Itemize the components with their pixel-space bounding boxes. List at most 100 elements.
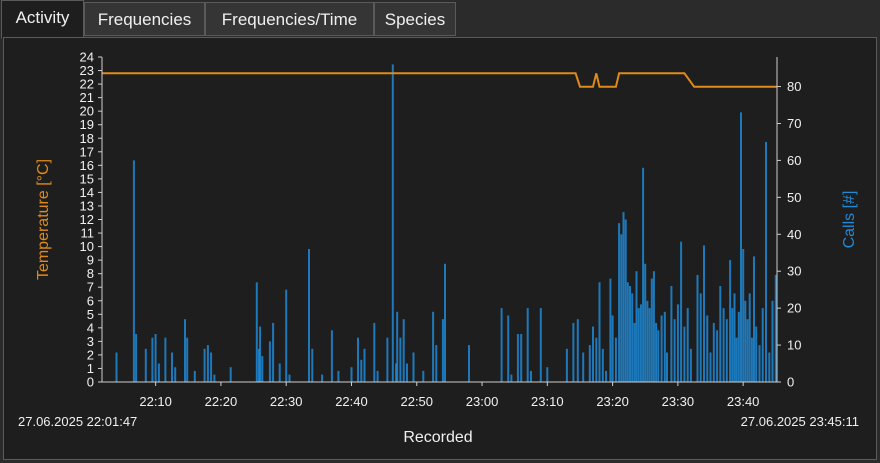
calls-bar xyxy=(595,337,598,382)
calls-bar xyxy=(395,363,398,382)
calls-bar xyxy=(572,322,575,382)
temperature-line xyxy=(102,72,777,88)
calls-bar xyxy=(229,367,232,382)
calls-bar xyxy=(576,319,579,382)
calls-bar xyxy=(633,322,636,382)
calls-bar xyxy=(399,337,402,382)
x-start-label: 27.06.2025 22:01:47 xyxy=(18,414,137,429)
time-tick-label: 22:30 xyxy=(270,394,303,409)
calls-bar xyxy=(154,334,157,382)
calls-bar xyxy=(712,322,715,382)
calls-bar xyxy=(261,356,264,382)
calls-bar xyxy=(753,256,755,382)
calls-bar xyxy=(255,282,258,382)
calls-bar xyxy=(174,367,177,382)
calls-bar xyxy=(660,315,663,382)
calls-bar xyxy=(350,367,353,382)
calls-bar xyxy=(683,326,686,382)
activity-chart: 0123456789101112131415161718192021222324… xyxy=(18,50,859,447)
time-tick-label: 23:40 xyxy=(727,394,760,409)
calls-bar xyxy=(652,271,655,382)
x-axis-label: Recorded xyxy=(403,429,472,446)
calls-bar xyxy=(646,300,649,383)
time-tick-label: 23:00 xyxy=(466,394,499,409)
calls-bar xyxy=(526,308,529,382)
calls-bar xyxy=(206,345,209,382)
temperature-tick-label: 1 xyxy=(87,361,94,376)
calls-bar xyxy=(666,352,668,382)
calls-bar xyxy=(520,334,523,382)
temperature-tick-label: 15 xyxy=(80,171,94,186)
calls-bar xyxy=(670,286,673,382)
time-tick-label: 22:20 xyxy=(205,394,238,409)
calls-bar xyxy=(733,293,736,382)
calls-bar xyxy=(391,64,394,383)
calls-bar xyxy=(761,308,764,382)
temperature-tick-label: 16 xyxy=(80,158,94,173)
calls-bar xyxy=(546,367,549,382)
time-tick-label: 23:20 xyxy=(596,394,629,409)
temperature-tick-label: 6 xyxy=(87,293,94,308)
calls-bar xyxy=(663,311,666,382)
time-tick-label: 22:10 xyxy=(139,394,172,409)
calls-bar xyxy=(278,363,281,382)
calls-bar xyxy=(285,289,288,382)
calls-bar xyxy=(758,345,761,382)
calls-bar xyxy=(765,141,767,382)
calls-bar xyxy=(699,293,702,382)
temperature-tick-label: 2 xyxy=(87,347,94,362)
tab-activity[interactable]: Activity xyxy=(1,0,84,39)
calls-bar xyxy=(360,359,363,382)
calls-bar xyxy=(337,370,340,382)
calls-bar xyxy=(516,334,519,382)
calls-bar xyxy=(709,352,712,382)
temperature-tick-label: 10 xyxy=(80,239,94,254)
calls-bar xyxy=(288,374,291,382)
calls-bar xyxy=(746,319,749,382)
calls-bar xyxy=(771,300,774,383)
temperature-tick-label: 20 xyxy=(80,104,94,119)
calls-bar xyxy=(268,341,271,382)
calls-tick-label: 80 xyxy=(787,79,801,94)
calls-bar xyxy=(308,249,310,382)
calls-bar xyxy=(635,271,638,382)
temperature-tick-label: 7 xyxy=(87,280,94,295)
calls-bar xyxy=(689,348,692,382)
calls-bar xyxy=(539,308,542,382)
calls-bar xyxy=(598,282,601,382)
calls-bar xyxy=(500,308,503,382)
x-end-label: 27.06.2025 23:45:11 xyxy=(741,414,859,429)
calls-bar xyxy=(321,374,324,382)
calls-bar xyxy=(373,322,376,382)
calls-bar xyxy=(611,315,614,382)
temperature-tick-label: 19 xyxy=(80,117,94,132)
calls-bar xyxy=(631,293,634,382)
calls-bar xyxy=(135,334,138,382)
calls-tick-label: 30 xyxy=(787,264,801,279)
calls-tick-label: 20 xyxy=(787,301,801,316)
tab-frequencies-time[interactable]: Frequencies/Time xyxy=(205,2,374,36)
calls-bar xyxy=(601,348,604,382)
calls-bar xyxy=(258,348,260,382)
temperature-tick-label: 23 xyxy=(80,63,94,78)
calls-bar xyxy=(750,337,753,382)
calls-bar xyxy=(648,308,651,382)
calls-bar xyxy=(644,263,647,382)
temperature-tick-label: 22 xyxy=(80,77,94,92)
calls-axis-label: Calls [#] xyxy=(841,191,858,249)
calls-tick-label: 70 xyxy=(787,116,801,131)
calls-bar xyxy=(605,370,608,382)
time-tick-label: 22:50 xyxy=(400,394,433,409)
calls-bar xyxy=(330,330,333,382)
tab-species[interactable]: Species xyxy=(374,2,456,36)
tab-frequencies[interactable]: Frequencies xyxy=(84,2,205,36)
time-axis-ticks: 22:10 22:20 22:30 22:40 22:50 23:00 23:10 23:20… xyxy=(139,382,759,409)
calls-bar xyxy=(588,345,591,382)
calls-bar xyxy=(210,352,213,382)
calls-bar xyxy=(696,274,699,382)
temperature-tick-label: 14 xyxy=(80,185,94,200)
calls-bar xyxy=(164,337,167,382)
time-tick-label: 23:10 xyxy=(531,394,564,409)
temperature-tick-label: 24 xyxy=(80,50,94,65)
